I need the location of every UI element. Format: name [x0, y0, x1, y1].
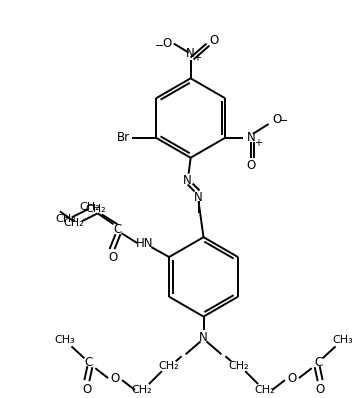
Text: CH₂: CH₂: [255, 385, 275, 395]
Text: C: C: [84, 356, 92, 369]
Text: O: O: [272, 113, 281, 125]
Text: CH₂: CH₂: [132, 385, 152, 395]
Text: O: O: [83, 382, 92, 396]
Text: CH₂: CH₂: [228, 361, 249, 371]
Text: O: O: [287, 372, 297, 384]
Text: CH₃: CH₃: [56, 214, 76, 224]
Text: N: N: [186, 47, 195, 60]
Text: N: N: [194, 191, 203, 204]
Text: N: N: [199, 331, 208, 344]
Text: C: C: [315, 356, 323, 369]
Text: CH₂: CH₂: [79, 202, 100, 213]
Text: +: +: [254, 138, 262, 148]
Text: O: O: [108, 250, 117, 263]
Text: O: O: [110, 372, 120, 384]
Text: N: N: [246, 131, 255, 144]
Text: O: O: [210, 34, 219, 47]
Text: −: −: [279, 116, 288, 126]
Text: C: C: [113, 223, 122, 236]
Text: O: O: [246, 159, 256, 172]
Text: −: −: [155, 41, 165, 51]
Text: HN: HN: [136, 237, 153, 250]
Text: Br: Br: [117, 131, 130, 144]
Text: CH₂: CH₂: [85, 204, 106, 215]
Text: CH₃: CH₃: [332, 336, 353, 345]
Text: CH₂: CH₂: [159, 361, 179, 371]
Text: +: +: [193, 53, 201, 63]
Text: CH₂: CH₂: [63, 218, 84, 228]
Text: N: N: [183, 174, 192, 187]
Text: O: O: [315, 382, 324, 396]
Text: O: O: [162, 37, 171, 50]
Text: CH₃: CH₃: [54, 336, 75, 345]
